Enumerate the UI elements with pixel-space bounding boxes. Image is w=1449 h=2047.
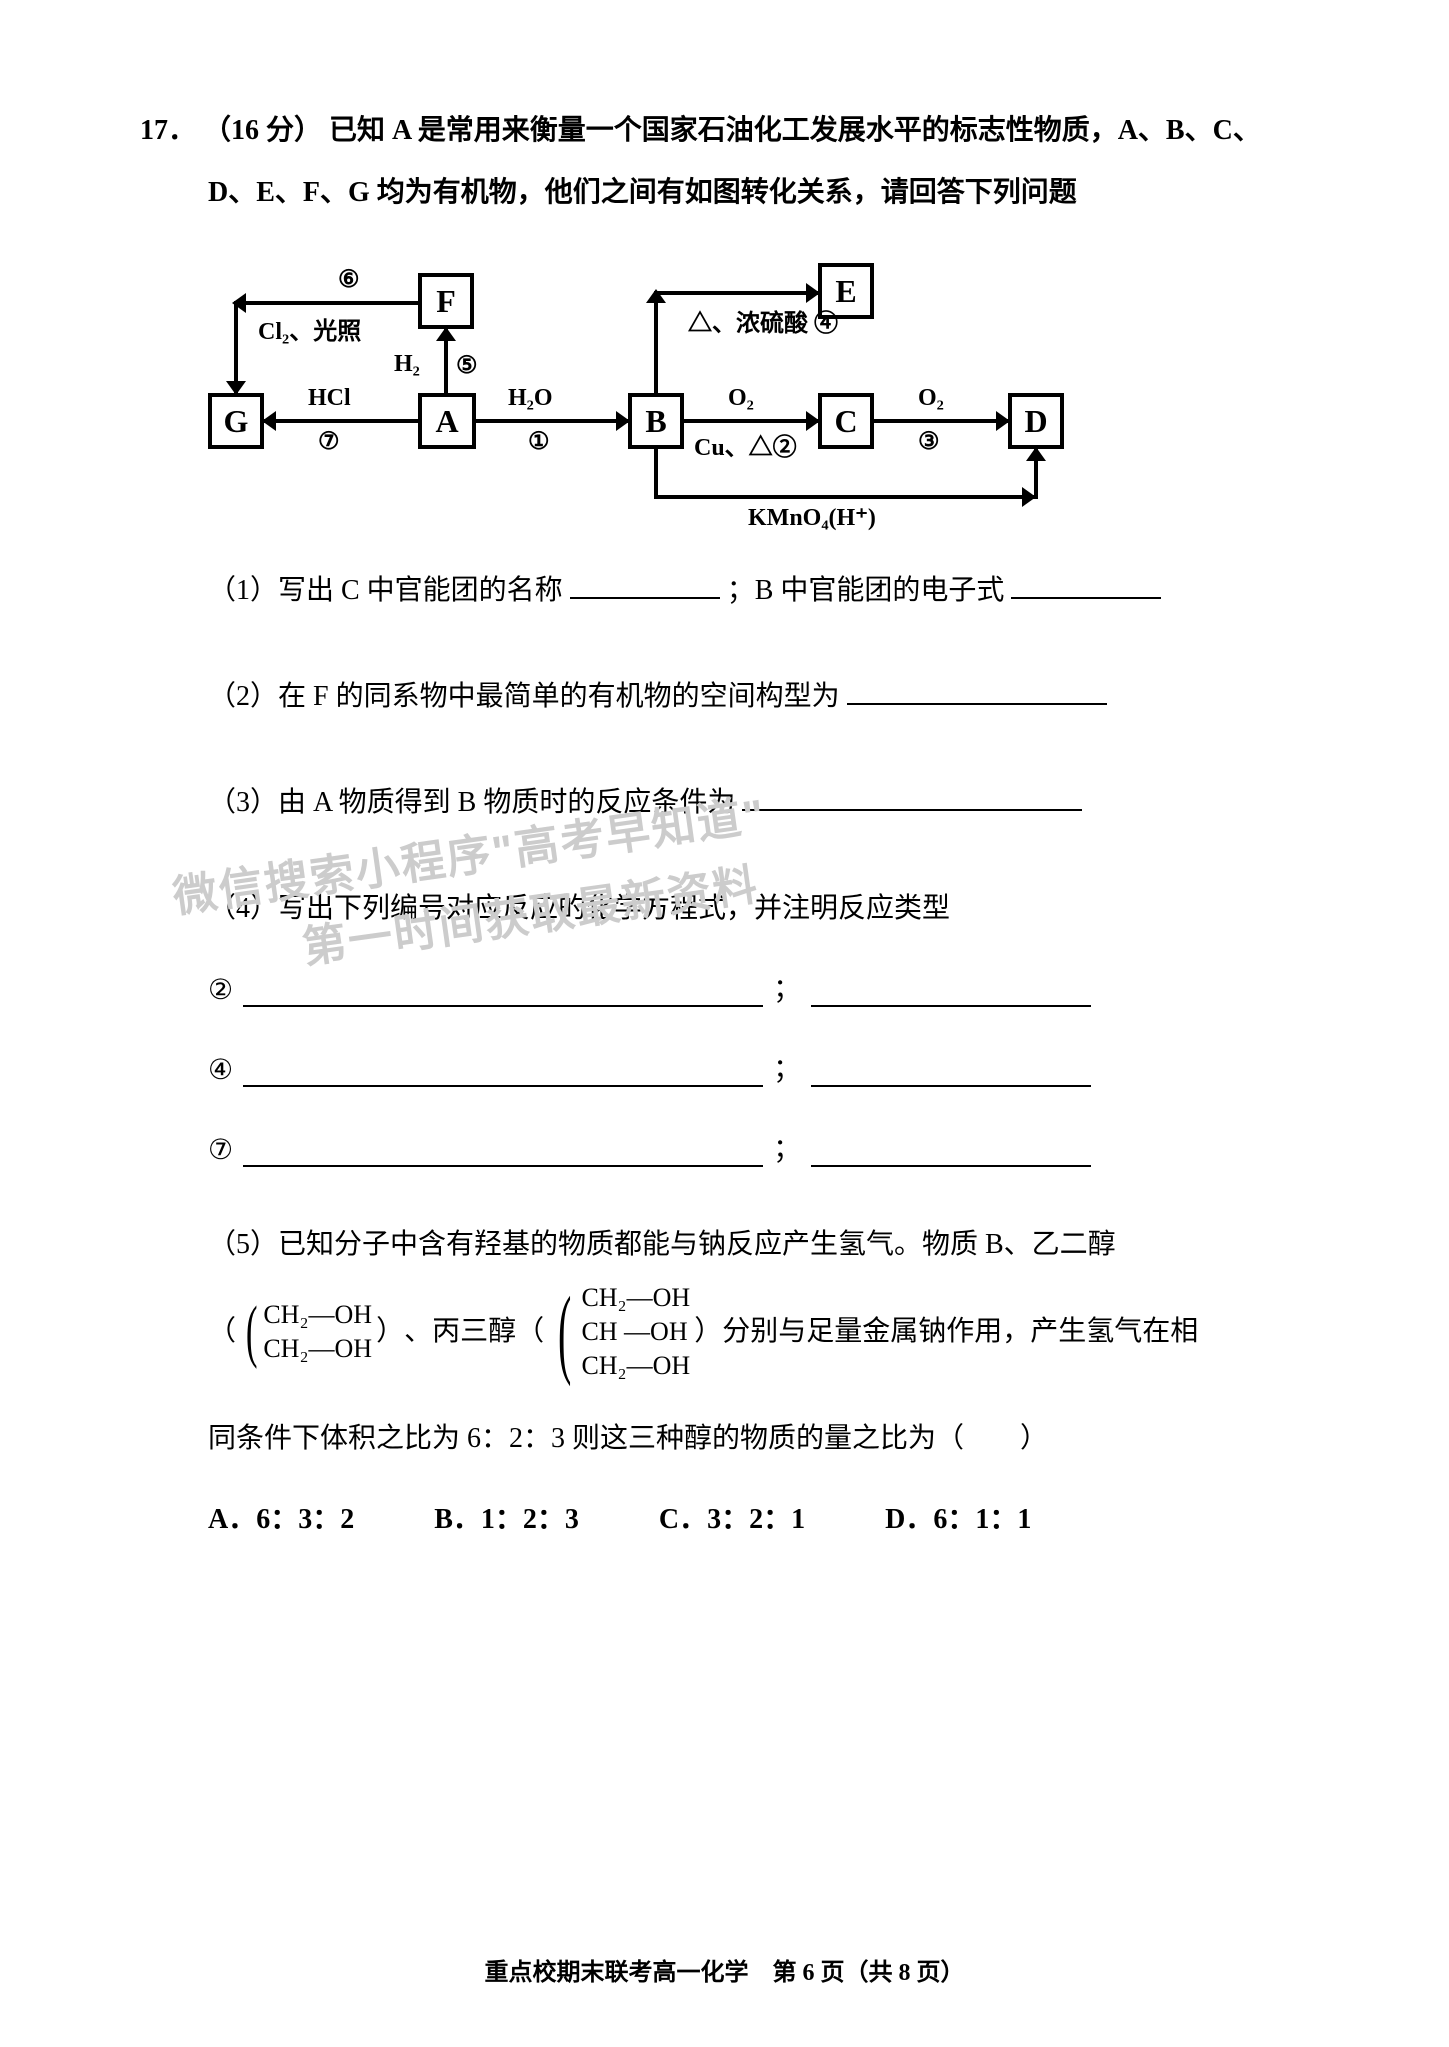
eq7-semi: ；	[773, 1127, 801, 1167]
blank-eq2a	[243, 979, 763, 1007]
blank-eq4b	[811, 1059, 1091, 1087]
glycerol-formula: ( CH₂—OH CH —OH CH₂—OH	[548, 1281, 690, 1382]
glycerol-bot: CH₂—OH	[581, 1349, 690, 1383]
label-cl2: Cl₂、光照	[258, 311, 361, 346]
reaction-diagram: F G A B C D E ⑥ Cl₂、光照 ⑤ H₂ HCl ⑦ H₂O ① …	[208, 263, 1108, 523]
blank-1b	[1011, 571, 1161, 599]
label-circ6: ⑥	[338, 265, 360, 294]
arrow-4-h	[654, 291, 818, 295]
arrow-1	[476, 419, 628, 423]
label-circ5: ⑤	[456, 351, 478, 380]
blank-eq2b	[811, 979, 1091, 1007]
subq4-text: （4）写出下列编号对应反应的化学方程式，并注明反应类型	[208, 893, 950, 924]
option-A[interactable]: A．6：3：2	[208, 1497, 354, 1537]
question-text-l1: 已知 A 是常用来衡量一个国家石油化工发展水平的标志性物质，A、B、C、	[329, 115, 1261, 146]
node-G: G	[208, 393, 264, 449]
eq2-semi: ；	[773, 967, 801, 1007]
label-circ7: ⑦	[318, 427, 340, 456]
label-h2o: H₂O	[508, 385, 553, 412]
blank-1a	[570, 571, 720, 599]
paren-close-1: ）	[376, 1304, 404, 1360]
paren-open-1: （	[208, 1304, 236, 1360]
blank-2	[847, 677, 1107, 705]
eq4-num: ④	[208, 1053, 233, 1087]
blank-eq7a	[243, 1139, 763, 1167]
label-o2b: O₂	[918, 385, 944, 412]
arrow-2	[684, 419, 818, 423]
arrow-kmno4-bot	[654, 495, 1034, 499]
eq-row-2: ② ；	[208, 967, 1309, 1007]
subq-4: （4）写出下列编号对应反应的化学方程式，并注明反应类型	[208, 881, 1309, 937]
node-D: D	[1008, 393, 1064, 449]
node-B: B	[628, 393, 684, 449]
arrow-6-left	[234, 301, 238, 393]
label-circ3: ③	[918, 427, 940, 456]
eq-row-4: ④ ；	[208, 1047, 1309, 1087]
subq-3: （3）由 A 物质得到 B 物质时的反应条件为	[208, 775, 1309, 831]
page-footer: 重点校期末联考高一化学 第 6 页（共 8 页）	[0, 1952, 1449, 1987]
option-B[interactable]: B．1：2：3	[434, 1497, 579, 1537]
q5-mid: 、丙三醇	[404, 1304, 516, 1360]
glycerol-top: CH₂—OH	[581, 1281, 690, 1315]
label-hcl: HCl	[308, 385, 351, 412]
subq-5-line1: （5）已知分子中含有羟基的物质都能与钠反应产生氢气。物质 B、乙二醇	[208, 1217, 1309, 1273]
subq-5-line3: 同条件下体积之比为 6：2：3 则这三种醇的物质的量之比为（ ）	[208, 1411, 1309, 1467]
arrow-6-top	[234, 301, 418, 305]
blank-eq7b	[811, 1139, 1091, 1167]
label-h2: H₂	[394, 351, 420, 378]
q5-end: 分别与足量金属钠作用，产生氢气在相	[722, 1304, 1198, 1360]
paren-close-2: ）	[694, 1304, 722, 1360]
glycol-bot: CH₂—OH	[263, 1332, 372, 1366]
label-cu: Cu、△②	[694, 427, 797, 462]
subq1-pre: （1）写出 C 中官能团的名称	[208, 575, 563, 606]
label-heat: △、浓硫酸 ④	[688, 303, 838, 338]
arrow-kmno4-up	[1034, 449, 1038, 499]
eq4-semi: ；	[773, 1047, 801, 1087]
subq-1: （1）写出 C 中官能团的名称 ；B 中官能团的电子式	[208, 563, 1309, 619]
eq-row-7: ⑦ ；	[208, 1127, 1309, 1167]
arrow-5	[444, 329, 448, 393]
glycol-formula: ( CH₂—OH CH₂—OH	[240, 1298, 372, 1366]
question-text-l2: D、E、F、G 均为有机物，他们之间有如图转化关系，请回答下列问题	[208, 162, 1309, 224]
label-kmno4: KMnO₄(H⁺)	[748, 503, 876, 532]
node-C: C	[818, 393, 874, 449]
arrow-7	[264, 419, 418, 423]
option-C[interactable]: C．3：2：1	[659, 1497, 805, 1537]
glycerol-mid: CH —OH	[581, 1315, 690, 1349]
subq2-text: （2）在 F 的同系物中最简单的有机物的空间构型为	[208, 681, 840, 712]
arrow-3	[874, 419, 1008, 423]
arrow-4-v	[654, 291, 658, 393]
question-header: 17． （16 分） 已知 A 是常用来衡量一个国家石油化工发展水平的标志性物质…	[140, 100, 1309, 223]
question-number: 17．	[140, 115, 196, 146]
node-F: F	[418, 273, 474, 329]
question-points: （16 分）	[203, 115, 322, 146]
eq7-num: ⑦	[208, 1133, 233, 1167]
options-row: A．6：3：2 B．1：2：3 C．3：2：1 D．6：1：1	[208, 1497, 1309, 1537]
subq-2: （2）在 F 的同系物中最简单的有机物的空间构型为	[208, 669, 1309, 725]
node-A: A	[418, 393, 476, 449]
paren-open-2: （	[516, 1304, 544, 1360]
eq2-num: ②	[208, 973, 233, 1007]
label-circ1: ①	[528, 427, 550, 456]
blank-eq4a	[243, 1059, 763, 1087]
label-o2a: O₂	[728, 385, 754, 412]
glycol-top: CH₂—OH	[263, 1298, 372, 1332]
subq1-mid: ；B 中官能团的电子式	[727, 575, 1005, 606]
subq-5-line2: （ ( CH₂—OH CH₂—OH ） 、丙三醇 （ ( CH₂—OH CH —…	[208, 1273, 1309, 1390]
subq3-text: （3）由 A 物质得到 B 物质时的反应条件为	[208, 787, 735, 818]
blank-3	[742, 783, 1082, 811]
arrow-kmno4-down	[654, 449, 658, 499]
option-D[interactable]: D．6：1：1	[885, 1497, 1031, 1537]
